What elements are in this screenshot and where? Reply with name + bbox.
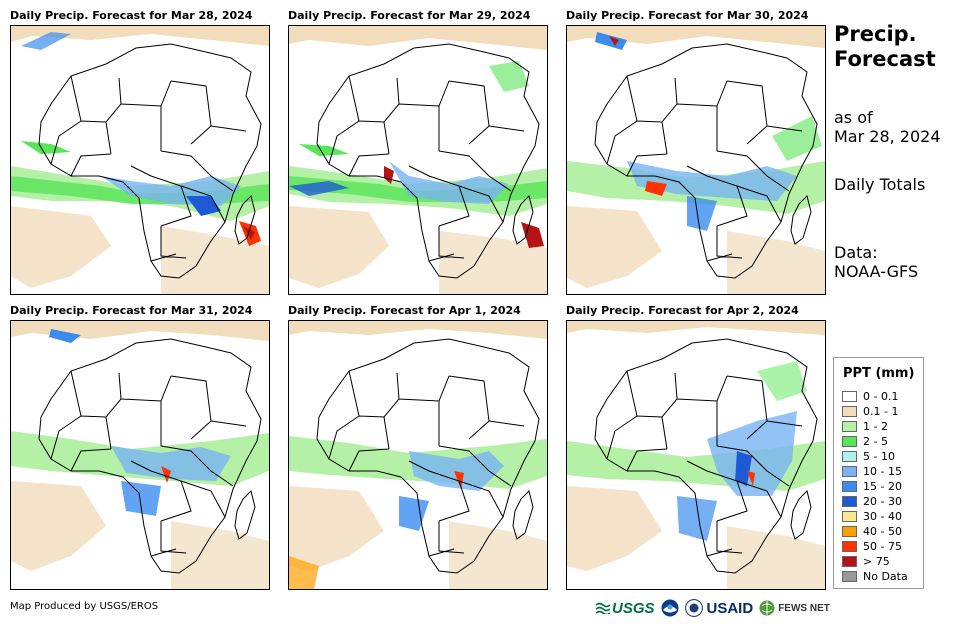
forecast-heading: Precip. Forecast (834, 22, 936, 72)
legend-swatch (842, 421, 857, 432)
legend-title: PPT (mm) (843, 366, 915, 381)
legend-item: 2 - 5 (842, 434, 908, 449)
precip-map (10, 25, 270, 295)
as-of-line1: as of (834, 108, 873, 127)
legend-swatch (842, 451, 857, 462)
data-label: Data: (834, 243, 878, 262)
legend-swatch (842, 556, 857, 567)
legend-swatch (842, 496, 857, 507)
usgs-logo-text: USGS (612, 599, 655, 617)
as-of-date: Mar 28, 2024 (834, 127, 941, 146)
precip-map (10, 320, 270, 590)
legend-label: 2 - 5 (863, 435, 888, 448)
legend-label: 50 - 75 (863, 540, 902, 553)
legend-rows: 0 - 0.1 0.1 - 1 1 - 2 2 - 5 5 - 10 10 - 15 15 … (842, 389, 908, 584)
legend-swatch (842, 511, 857, 522)
legend-item: 1 - 2 (842, 419, 908, 434)
usaid-logo: USAID (706, 599, 754, 617)
data-source: NOAA-GFS (834, 262, 919, 281)
legend-swatch (842, 526, 857, 537)
legend-swatch (842, 541, 857, 552)
legend-item: No Data (842, 569, 908, 584)
precip-map (288, 320, 548, 590)
legend-label: > 75 (863, 555, 890, 568)
legend-swatch (842, 571, 857, 582)
legend-item: 15 - 20 (842, 479, 908, 494)
legend-item: > 75 (842, 554, 908, 569)
legend-item: 50 - 75 (842, 539, 908, 554)
legend-swatch (842, 466, 857, 477)
legend-item: 40 - 50 (842, 524, 908, 539)
usgs-logo: USGS (596, 600, 655, 617)
legend-swatch (842, 481, 857, 492)
partner-logos: USGS USAID FEWS NET (596, 597, 830, 619)
heading-line1: Precip. (834, 22, 917, 46)
ppt-legend: PPT (mm) 0 - 0.1 0.1 - 1 1 - 2 2 - 5 5 - 10 1… (833, 357, 924, 589)
panel-title: Daily Precip. Forecast for Mar 28, 2024 (10, 9, 253, 22)
precip-map (566, 320, 826, 590)
legend-item: 20 - 30 (842, 494, 908, 509)
legend-label: 10 - 15 (863, 465, 902, 478)
precip-map (566, 25, 826, 295)
state-dept-seal-icon (684, 599, 703, 617)
heading-line2: Forecast (834, 47, 936, 71)
fews-globe-icon (759, 600, 775, 616)
usgs-logo-icon (596, 602, 610, 614)
legend-label: 40 - 50 (863, 525, 902, 538)
legend-swatch (842, 436, 857, 447)
map-credit: Map Produced by USGS/EROS (10, 601, 159, 612)
panel-title: Daily Precip. Forecast for Apr 2, 2024 (566, 304, 799, 317)
legend-label: 0 - 0.1 (863, 390, 899, 403)
legend-item: 0.1 - 1 (842, 404, 908, 419)
legend-label: 15 - 20 (863, 480, 902, 493)
legend-item: 30 - 40 (842, 509, 908, 524)
noaa-logo-icon (661, 599, 679, 617)
legend-label: No Data (863, 570, 908, 583)
fews-net-text: FEWS NET (778, 602, 830, 614)
daily-totals-label: Daily Totals (834, 175, 926, 194)
legend-label: 30 - 40 (863, 510, 902, 523)
legend-swatch (842, 406, 857, 417)
legend-label: 0.1 - 1 (863, 405, 899, 418)
precip-map (288, 25, 548, 295)
fews-net-logo: FEWS NET (759, 600, 830, 616)
legend-swatch (842, 391, 857, 402)
panel-title: Daily Precip. Forecast for Mar 31, 2024 (10, 304, 253, 317)
legend-label: 20 - 30 (863, 495, 902, 508)
legend-item: 0 - 0.1 (842, 389, 908, 404)
panel-title: Daily Precip. Forecast for Mar 29, 2024 (288, 9, 531, 22)
panel-title: Daily Precip. Forecast for Mar 30, 2024 (566, 9, 809, 22)
legend-item: 10 - 15 (842, 464, 908, 479)
legend-label: 1 - 2 (863, 420, 888, 433)
legend-label: 5 - 10 (863, 450, 895, 463)
panel-title: Daily Precip. Forecast for Apr 1, 2024 (288, 304, 521, 317)
legend-item: 5 - 10 (842, 449, 908, 464)
